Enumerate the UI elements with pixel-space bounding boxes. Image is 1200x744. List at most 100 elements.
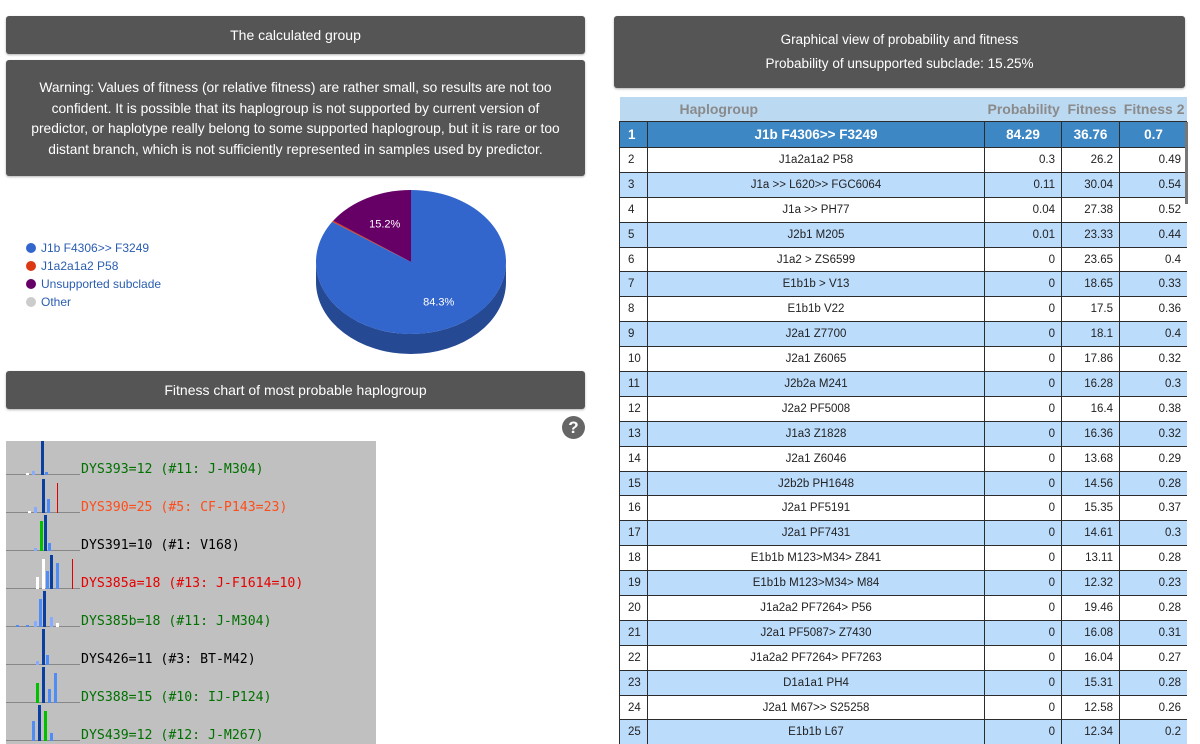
table-row[interactable]: 10 J2a1 Z6065 0 17.86 0.32	[619, 346, 1187, 373]
fitness-2-cell: 0.38	[1119, 395, 1187, 422]
table-row[interactable]: 25 E1b1b L67 0 12.34 0.2	[619, 719, 1187, 744]
fitness-bar	[54, 673, 57, 703]
fitness-2-cell: 0.29	[1119, 445, 1187, 472]
table-row[interactable]: 19 E1b1b M123>M34> M84 0 12.32 0.23	[619, 570, 1187, 597]
pie-slice[interactable]	[332, 220, 411, 262]
legend-item[interactable]: Unsupported subclade	[26, 275, 161, 293]
table-row[interactable]: 20 J1a2a2 PF7264> P56 0 19.46 0.28	[619, 595, 1187, 621]
fitness-cell: 14.61	[1061, 520, 1120, 547]
haplogroup-cell: E1b1b M123>M34> Z841	[647, 545, 985, 572]
table-row[interactable]: 21 J2a1 PF5087> Z7430 0 16.08 0.31	[619, 619, 1187, 646]
table-row[interactable]: 1 J1b F4306>> F3249 84.29 36.76 0.7	[619, 121, 1187, 148]
fitness-bar	[26, 473, 29, 475]
table-row[interactable]: 13 J1a3 Z1828 0 16.36 0.32	[619, 420, 1187, 447]
graphical-view-title: Graphical view of probability and fitnes…	[780, 32, 1019, 47]
row-index: 6	[619, 246, 648, 273]
warning-text: Warning: Values of fitness (or relative …	[31, 80, 560, 157]
fitness-marker-label: DYS439=12 (#12: J-M267)	[81, 728, 264, 743]
fitness-cell: 16.08	[1061, 619, 1120, 646]
table-row[interactable]: 6 J1a2 > ZS6599 0 23.65 0.4	[619, 246, 1187, 273]
haplogroup-cell: J2a1 M67>> S25258	[647, 694, 985, 721]
fitness-cell: 16.36	[1061, 420, 1120, 447]
table-row[interactable]: 4 J1a >> PH77 0.04 27.38 0.52	[619, 196, 1187, 223]
pie-legend: J1b F4306>> F3249 J1a2a1a2 P58 Unsupported…	[26, 239, 161, 311]
table-row[interactable]: 5 J2b1 M205 0.01 23.33 0.44	[619, 221, 1187, 248]
probability-cell: 0	[984, 470, 1062, 497]
column-header-fitness-2[interactable]: Fitness 2	[1119, 97, 1187, 122]
table-header-row: Haplogroup Probability Fitness Fitness 2	[619, 97, 1187, 122]
fitness-cell: 16.4	[1061, 395, 1120, 422]
table-row[interactable]: 11 J2b2a M241 0 16.28 0.3	[619, 371, 1187, 397]
probability-cell: 84.29	[984, 121, 1062, 148]
probability-cell: 0	[984, 619, 1062, 646]
row-index: 11	[619, 371, 648, 397]
unsupported-probability-text: Probability of unsupported subclade: 15.…	[765, 56, 1034, 71]
fitness-row: DYS390=25 (#5: CF-P143=23)	[6, 479, 376, 517]
probability-cell: 0.04	[984, 196, 1062, 223]
fitness-marker-label: DYS393=12 (#11: J-M304)	[81, 462, 264, 477]
fitness-cell: 26.2	[1061, 147, 1120, 173]
fitness-2-cell: 0.32	[1119, 420, 1187, 447]
haplogroup-cell: J1a >> PH77	[647, 196, 985, 223]
probability-cell: 0	[984, 271, 1062, 298]
table-row[interactable]: 18 E1b1b M123>M34> Z841 0 13.11 0.28	[619, 545, 1187, 572]
question-circle-icon[interactable]: ?	[562, 416, 585, 439]
probability-cell: 0	[984, 694, 1062, 721]
pie-slice[interactable]	[333, 190, 411, 262]
table-row[interactable]: 24 J2a1 M67>> S25258 0 12.58 0.26	[619, 694, 1187, 721]
pie-side	[316, 262, 506, 354]
legend-item[interactable]: Other	[26, 293, 161, 311]
table-row[interactable]: 12 J2a2 PF5008 0 16.4 0.38	[619, 395, 1187, 422]
fitness-bar	[40, 521, 43, 551]
table-row[interactable]: 2 J1a2a1a2 P58 0.3 26.2 0.49	[619, 147, 1187, 173]
haplogroup-cell: J2a1 Z7700	[647, 321, 985, 348]
fitness-bar	[41, 441, 44, 475]
legend-label: J1a2a1a2 P58	[41, 259, 119, 273]
fitness-cell: 13.11	[1061, 545, 1120, 572]
haplogroup-cell: J2a1 Z6065	[647, 346, 985, 373]
legend-item[interactable]: J1a2a1a2 P58	[26, 257, 161, 275]
table-row[interactable]: 23 D1a1a1 PH4 0 15.31 0.28	[619, 669, 1187, 696]
table-scrollbar[interactable]	[1185, 122, 1188, 204]
table-row[interactable]: 16 J2a1 PF5191 0 15.35 0.37	[619, 495, 1187, 522]
table-row[interactable]: 22 J1a2a2 PF7264> PF7263 0 16.04 0.27	[619, 644, 1187, 671]
fitness-baseline	[6, 740, 80, 741]
probability-cell: 0	[984, 520, 1062, 547]
fitness-chart: DYS393=12 (#11: J-M304) DYS390=25 (#5: CF…	[6, 441, 376, 744]
fitness-row: DYS385a=18 (#13: J-F1614=10)	[6, 555, 376, 593]
probability-cell: 0	[984, 445, 1062, 472]
fitness-cell: 13.68	[1061, 445, 1120, 472]
table-row[interactable]: 3 J1a >> L620>> FGC6064 0.11 30.04 0.54	[619, 171, 1187, 198]
table-row[interactable]: 15 J2b2b PH1648 0 14.56 0.28	[619, 470, 1187, 497]
probability-cell: 0	[984, 321, 1062, 348]
fitness-marker-label: DYS388=15 (#10: IJ-P124)	[81, 690, 272, 705]
fitness-chart-title: Fitness chart of most probable haplogrou…	[164, 382, 427, 398]
fitness-cell: 15.35	[1061, 495, 1120, 522]
fitness-bar	[26, 625, 29, 627]
fitness-row: DYS388=15 (#10: IJ-P124)	[6, 667, 376, 707]
column-header-haplogroup[interactable]: Haplogroup	[647, 97, 985, 122]
fitness-2-cell: 0.49	[1119, 147, 1187, 173]
column-header-fitness[interactable]: Fitness	[1061, 97, 1120, 122]
column-header-probability[interactable]: Probability	[984, 97, 1062, 122]
fitness-bar	[34, 507, 37, 513]
table-row[interactable]: 9 J2a1 Z7700 0 18.1 0.4	[619, 321, 1187, 348]
table-row[interactable]: 17 J2a1 PF7431 0 14.61 0.3	[619, 520, 1187, 547]
fitness-cell: 23.65	[1061, 246, 1120, 273]
legend-item[interactable]: J1b F4306>> F3249	[26, 239, 161, 257]
fitness-marker-label: DYS390=25 (#5: CF-P143=23)	[81, 500, 288, 515]
probability-cell: 0	[984, 346, 1062, 373]
fitness-2-cell: 0.36	[1119, 296, 1187, 323]
table-row[interactable]: 7 E1b1b > V13 0 18.65 0.33	[619, 271, 1187, 298]
fitness-bar	[43, 591, 46, 627]
haplogroup-table-container[interactable]: Haplogroup Probability Fitness Fitness 2…	[619, 97, 1187, 744]
probability-cell: 0	[984, 669, 1062, 696]
haplogroup-cell: J1a2a1a2 P58	[647, 147, 985, 173]
table-row[interactable]: 8 E1b1b V22 0 17.5 0.36	[619, 296, 1187, 323]
haplogroup-cell: E1b1b M123>M34> M84	[647, 570, 985, 597]
fitness-marker-label: DYS391=10 (#1: V168)	[81, 538, 240, 553]
probability-cell: 0.01	[984, 221, 1062, 248]
fitness-bar	[45, 472, 48, 475]
haplogroup-cell: J2a1 Z6046	[647, 445, 985, 472]
table-row[interactable]: 14 J2a1 Z6046 0 13.68 0.29	[619, 445, 1187, 472]
